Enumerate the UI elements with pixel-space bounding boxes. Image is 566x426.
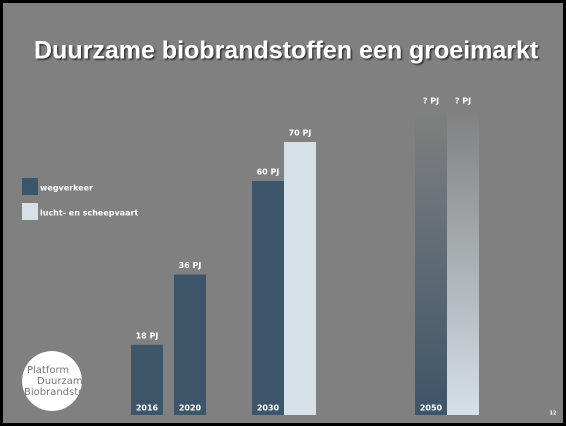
value-label: ? PJ bbox=[455, 97, 471, 106]
bar bbox=[131, 344, 163, 415]
logo-text: Platform bbox=[27, 365, 69, 376]
bar bbox=[174, 274, 206, 415]
logo-text: Duurzame bbox=[37, 376, 89, 387]
bar-placeholder bbox=[447, 110, 479, 415]
x-tick-label: 2050 bbox=[420, 404, 443, 413]
bar bbox=[252, 181, 284, 415]
value-label: 70 PJ bbox=[289, 129, 312, 138]
legend-swatch bbox=[22, 178, 38, 195]
bar-placeholder bbox=[415, 110, 447, 415]
page-number: 12 bbox=[550, 411, 557, 417]
value-label: 60 PJ bbox=[257, 168, 280, 177]
x-tick-label: 2020 bbox=[179, 404, 202, 413]
value-label: 36 PJ bbox=[179, 261, 202, 270]
x-tick-label: 2016 bbox=[136, 404, 159, 413]
x-tick-label: 2030 bbox=[257, 404, 280, 413]
logo-circle bbox=[22, 351, 82, 411]
logo-text: Biobrandstoffen bbox=[24, 387, 104, 398]
value-label: 18 PJ bbox=[136, 331, 159, 340]
logo: Platform Duurzame Biobrandstoffen bbox=[22, 351, 104, 411]
slide-title: Duurzame biobrandstoffen een groeimarkt bbox=[34, 37, 539, 65]
legend-swatch bbox=[22, 203, 38, 220]
legend-label: wegverkeer bbox=[40, 184, 93, 193]
value-label: ? PJ bbox=[423, 97, 439, 106]
legend-label: lucht- en scheepvaart bbox=[40, 209, 138, 218]
bar bbox=[284, 142, 316, 415]
